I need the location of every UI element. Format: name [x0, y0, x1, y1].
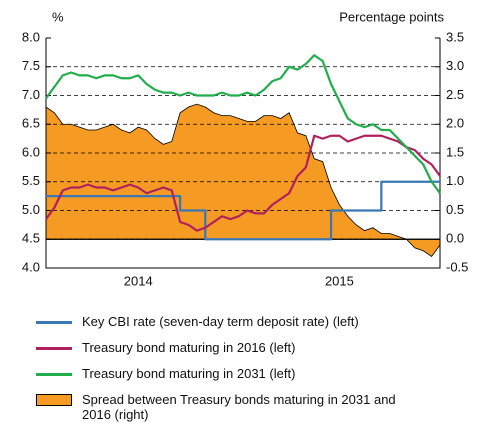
y-tick-label: 8.0: [22, 29, 40, 44]
y-tick-label: 5.0: [22, 202, 40, 217]
series-line: [45, 54, 441, 194]
y2-tick-label: 0.5: [446, 202, 464, 217]
y2-tick-label: 0.0: [446, 231, 464, 246]
series-line: [45, 134, 441, 232]
y-tick-label: 7.0: [22, 87, 40, 102]
legend-item: Treasury bond maturing in 2031 (left): [36, 366, 456, 381]
x-tick-label: 2015: [325, 273, 354, 288]
x-tick-label: 2014: [124, 273, 153, 288]
legend-item: Key CBI rate (seven-day term deposit rat…: [36, 314, 456, 329]
spread-area: [45, 103, 441, 258]
y-tick-label: 6.0: [22, 144, 40, 159]
chart: % Percentage points 4.0 4.5 5.0 5.5 6.0 6.5 7.…: [22, 9, 468, 288]
legend-swatch: [36, 347, 72, 350]
legend-item: Treasury bond maturing in 2016 (left): [36, 340, 456, 355]
y-tick-label: 4.0: [22, 259, 40, 274]
y2-tick-label: 1.5: [446, 144, 464, 159]
y2-tick-label: 3.0: [446, 58, 464, 73]
y-tick-label: 4.5: [22, 231, 40, 246]
y-tick-label: 7.5: [22, 58, 40, 73]
y2-tick-label: 1.0: [446, 173, 464, 188]
y2-tick-label: 2.5: [446, 87, 464, 102]
y2-tick-label: 3.5: [446, 29, 464, 44]
series-line: [46, 180, 440, 241]
y-tick-label: 6.5: [22, 116, 40, 131]
legend-item: Spread between Treasury bonds maturing i…: [36, 392, 456, 422]
legend-label: Key CBI rate (seven-day term deposit rat…: [82, 314, 359, 329]
y-tick-label: 5.5: [22, 173, 40, 188]
legend-swatch: [36, 394, 72, 406]
y2-axis-label: Percentage points: [339, 9, 444, 24]
legend-label: Treasury bond maturing in 2031 (left): [82, 366, 296, 381]
y-axis-label: %: [52, 9, 64, 24]
legend-label: Spread between Treasury bonds maturing i…: [82, 392, 396, 422]
axes-frame: [45, 38, 441, 269]
y2-tick-label: 2.0: [446, 116, 464, 131]
y2-tick-label: -0.5: [446, 259, 468, 274]
legend-swatch: [36, 321, 72, 324]
legend-label: Treasury bond maturing in 2016 (left): [82, 340, 296, 355]
legend-swatch: [36, 373, 72, 376]
